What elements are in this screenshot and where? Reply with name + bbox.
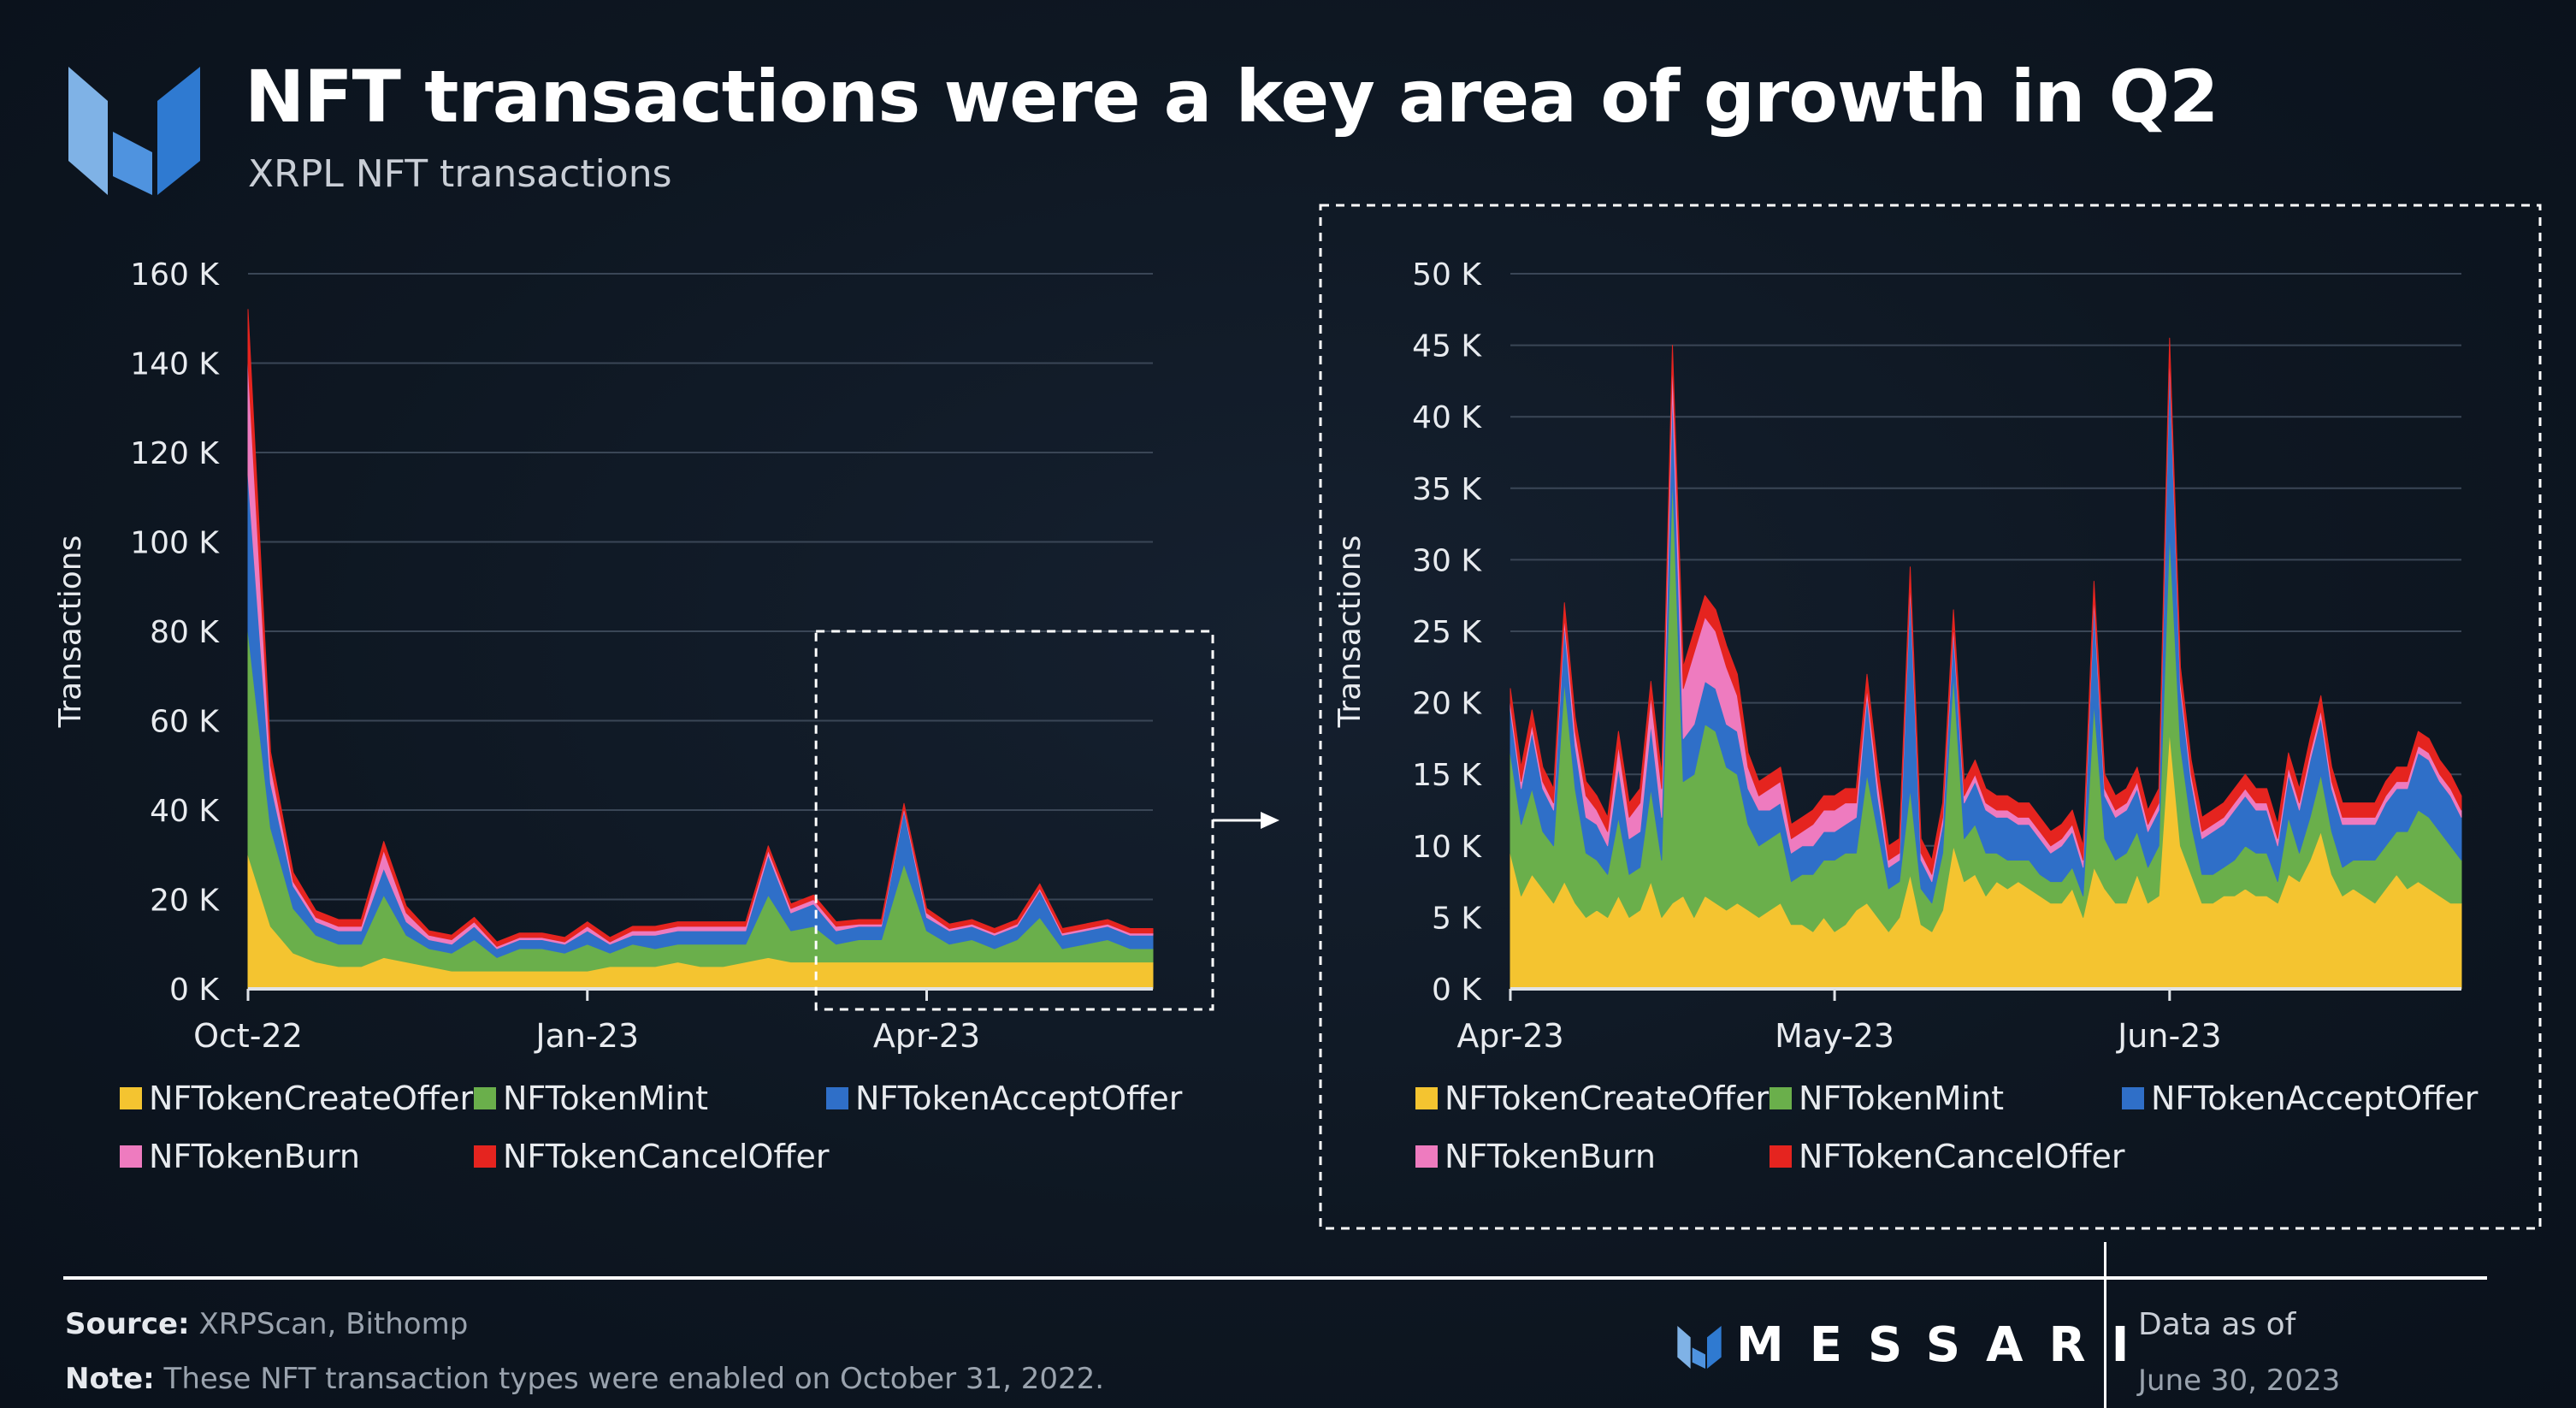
left-ytick-label: 160 K <box>130 257 220 293</box>
right-ytick-label: 40 K <box>1412 400 1482 435</box>
left-ytick-label: 40 K <box>150 794 220 829</box>
legend-item-mint: NFTokenMint <box>1770 1080 2004 1117</box>
left-ylabel: Transactions <box>53 535 88 729</box>
note-label: Note: <box>65 1362 155 1396</box>
page-subtitle: XRPL NFT transactions <box>248 152 672 196</box>
legend-item-burn: NFTokenBurn <box>1415 1138 1656 1175</box>
legend-left: NFTokenCreateOffer NFTokenMint NFTokenAc… <box>120 1080 1232 1182</box>
right-ytick-label: 15 K <box>1412 758 1482 793</box>
messari-wordmark: MESSARI <box>1736 1317 2155 1373</box>
left-area-cancel <box>247 309 1154 947</box>
legend-item-create: NFTokenCreateOffer <box>120 1080 473 1117</box>
legend-item-accept: NFTokenAcceptOffer <box>826 1080 1182 1117</box>
right-xtick-label: May-23 <box>1775 1017 1894 1055</box>
legend-item-create: NFTokenCreateOffer <box>1415 1080 1769 1117</box>
full-period-chart: 0 K 20 K 40 K 60 K 80 K 100 K 120 K 140 K 160 K O… <box>53 257 1279 1055</box>
left-ytick-label: 80 K <box>150 615 220 650</box>
right-xtick-label: Jun-23 <box>2116 1017 2221 1055</box>
legend-swatch-accept <box>826 1087 848 1109</box>
zoom-connector-arrow-icon <box>1261 812 1279 829</box>
left-xtick-label: Jan-23 <box>534 1017 639 1055</box>
legend-label-mint: NFTokenMint <box>1799 1080 2005 1117</box>
right-ytick-label: 30 K <box>1412 543 1482 578</box>
source-text: Source: XRPScan, Bithomp <box>65 1307 468 1341</box>
legend-item-cancel: NFTokenCancelOffer <box>474 1138 830 1175</box>
legend-label-burn: NFTokenBurn <box>1445 1138 1656 1175</box>
legend-item-burn: NFTokenBurn <box>120 1138 360 1175</box>
legend-swatch-burn <box>120 1145 142 1168</box>
left-ytick-label: 140 K <box>130 347 220 382</box>
left-ytick-label: 120 K <box>130 436 220 471</box>
legend-label-burn: NFTokenBurn <box>149 1138 360 1175</box>
right-ytick-label: 50 K <box>1412 257 1482 293</box>
left-xtick-label: Apr-23 <box>873 1017 980 1055</box>
note-value: These NFT transaction types were enabled… <box>163 1362 1105 1396</box>
left-area-burn <box>247 363 1154 950</box>
legend-item-accept: NFTokenAcceptOffer <box>2122 1080 2478 1117</box>
right-ytick-label: 25 K <box>1412 615 1482 650</box>
right-ytick-label: 45 K <box>1412 329 1482 364</box>
legend-item-mint: NFTokenMint <box>474 1080 708 1117</box>
note-text: Note: These NFT transaction types were e… <box>65 1362 1104 1396</box>
data-as-of-label: Data as of <box>2138 1307 2296 1342</box>
footer-vertical-divider <box>2104 1242 2106 1408</box>
legend-label-accept: NFTokenAcceptOffer <box>855 1080 1183 1117</box>
left-ytick-label: 100 K <box>130 526 220 561</box>
legend-swatch-mint <box>474 1087 496 1109</box>
right-area-cancel <box>1510 337 2462 875</box>
legend-swatch-cancel <box>1770 1145 1792 1168</box>
right-ytick-label: 0 K <box>1432 973 1482 1008</box>
legend-label-cancel: NFTokenCancelOffer <box>1799 1138 2125 1175</box>
source-value: XRPScan, Bithomp <box>198 1307 469 1341</box>
left-ytick-label: 20 K <box>150 884 220 919</box>
legend-right: NFTokenCreateOffer NFTokenMint NFTokenAc… <box>1415 1080 2527 1182</box>
legend-label-create: NFTokenCreateOffer <box>149 1080 474 1117</box>
right-ytick-label: 35 K <box>1412 472 1482 507</box>
legend-swatch-accept <box>2122 1087 2144 1109</box>
zoom-panel-border <box>1319 204 2542 1230</box>
legend-label-cancel: NFTokenCancelOffer <box>503 1138 830 1175</box>
right-ytick-label: 20 K <box>1412 687 1482 722</box>
legend-swatch-burn <box>1415 1145 1438 1168</box>
left-area-accept <box>247 474 1154 958</box>
footer-divider <box>63 1276 2487 1280</box>
legend-swatch-mint <box>1770 1087 1792 1109</box>
left-ytick-label: 0 K <box>169 973 220 1008</box>
legend-item-cancel: NFTokenCancelOffer <box>1770 1138 2125 1175</box>
messari-mark-icon <box>1677 1326 1722 1369</box>
left-xtick-label: Oct-22 <box>193 1017 303 1055</box>
data-as-of-date: June 30, 2023 <box>2138 1364 2341 1398</box>
page-title: NFT transactions were a key area of grow… <box>245 55 2219 139</box>
legend-label-create: NFTokenCreateOffer <box>1445 1080 1770 1117</box>
left-ytick-label: 60 K <box>150 705 220 740</box>
legend-swatch-create <box>120 1087 142 1109</box>
legend-label-mint: NFTokenMint <box>503 1080 709 1117</box>
right-ytick-label: 5 K <box>1432 901 1482 936</box>
q2-zoom-chart: 0 K 5 K 10 K 15 K 20 K 25 K 30 K 35 K 40 K 45 K 50… <box>1319 204 2542 1230</box>
right-ylabel: Transactions <box>1332 535 1368 729</box>
right-ytick-label: 10 K <box>1412 830 1482 865</box>
messari-logo-icon <box>68 67 200 195</box>
legend-label-accept: NFTokenAcceptOffer <box>2151 1080 2479 1117</box>
source-label: Source: <box>65 1307 190 1341</box>
legend-swatch-cancel <box>474 1145 496 1168</box>
right-xtick-label: Apr-23 <box>1456 1017 1563 1055</box>
legend-swatch-create <box>1415 1087 1438 1109</box>
